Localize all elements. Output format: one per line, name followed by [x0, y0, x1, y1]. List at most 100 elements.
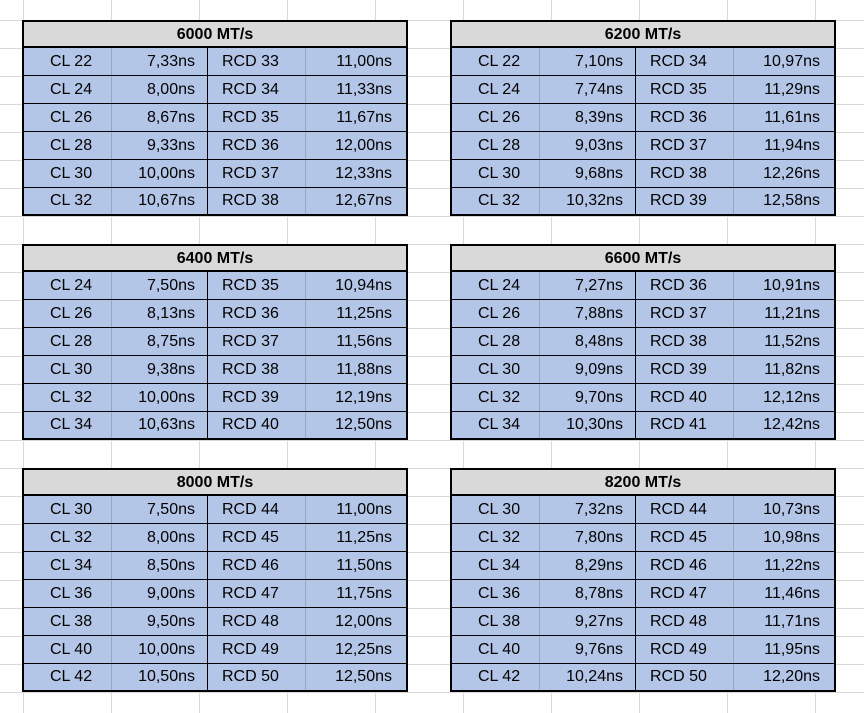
table-title[interactable]: 6200 MT/s — [452, 22, 834, 48]
rcd-ns-cell[interactable]: 11,71ns — [764, 613, 820, 630]
cl-ns-cell[interactable]: 10,30ns — [540, 412, 636, 438]
cl-cell[interactable]: CL 28 — [452, 132, 540, 159]
cl-ns-cell[interactable]: 7,74ns — [540, 76, 636, 103]
cl-cell[interactable]: CL 32 — [24, 384, 112, 411]
rcd-ns-cell[interactable]: 11,82ns — [764, 361, 820, 378]
rcd-cell[interactable]: RCD 35 — [208, 272, 306, 299]
rcd-cell[interactable]: RCD 49 — [636, 636, 734, 663]
table-title[interactable]: 8000 MT/s — [24, 470, 406, 496]
rcd-cell[interactable]: RCD 37 — [636, 300, 734, 327]
rcd-cell[interactable]: RCD 47 — [636, 580, 734, 607]
rcd-cell[interactable]: RCD 37 — [636, 132, 734, 159]
rcd-cell[interactable]: RCD 36 — [636, 272, 734, 299]
rcd-ns-cell[interactable]: 12,00ns — [335, 137, 392, 154]
cl-cell[interactable]: CL 30 — [24, 496, 112, 523]
cl-cell[interactable]: CL 28 — [452, 328, 540, 355]
cl-cell[interactable]: CL 38 — [452, 608, 540, 635]
rcd-ns-cell[interactable]: 12,20ns — [763, 668, 820, 685]
cl-cell[interactable]: CL 32 — [452, 188, 540, 214]
cl-ns-cell[interactable]: 8,00ns — [112, 524, 208, 551]
rcd-ns-cell[interactable]: 12,00ns — [335, 613, 392, 630]
rcd-ns-cell[interactable]: 11,46ns — [764, 585, 820, 602]
rcd-cell[interactable]: RCD 47 — [208, 580, 306, 607]
rcd-cell[interactable]: RCD 49 — [208, 636, 306, 663]
rcd-ns-cell[interactable]: 12,26ns — [763, 165, 820, 182]
rcd-cell[interactable]: RCD 36 — [208, 132, 306, 159]
cl-cell[interactable]: CL 40 — [452, 636, 540, 663]
rcd-ns-cell[interactable]: 10,98ns — [763, 529, 820, 546]
cl-cell[interactable]: CL 26 — [452, 104, 540, 131]
rcd-cell[interactable]: RCD 40 — [636, 384, 734, 411]
rcd-ns-cell[interactable]: 11,21ns — [764, 305, 820, 322]
table-title[interactable]: 6000 MT/s — [24, 22, 406, 48]
table-title[interactable]: 6600 MT/s — [452, 246, 834, 272]
cl-cell[interactable]: CL 36 — [452, 580, 540, 607]
cl-ns-cell[interactable]: 8,29ns — [540, 552, 636, 579]
rcd-ns-cell[interactable]: 11,50ns — [336, 557, 392, 574]
rcd-ns-cell[interactable]: 11,52ns — [764, 333, 820, 350]
rcd-cell[interactable]: RCD 33 — [208, 48, 306, 75]
cl-ns-cell[interactable]: 7,33ns — [112, 48, 208, 75]
cl-ns-cell[interactable]: 9,50ns — [112, 608, 208, 635]
rcd-ns-cell[interactable]: 12,67ns — [335, 192, 392, 209]
cl-ns-cell[interactable]: 8,50ns — [112, 552, 208, 579]
rcd-ns-cell[interactable]: 11,29ns — [764, 81, 820, 98]
rcd-cell[interactable]: RCD 44 — [636, 496, 734, 523]
cl-ns-cell[interactable]: 8,39ns — [540, 104, 636, 131]
rcd-ns-cell[interactable]: 12,50ns — [335, 668, 392, 685]
cl-ns-cell[interactable]: 10,00ns — [112, 636, 208, 663]
cl-ns-cell[interactable]: 9,70ns — [540, 384, 636, 411]
rcd-cell[interactable]: RCD 50 — [208, 664, 306, 690]
rcd-ns-cell[interactable]: 11,22ns — [764, 557, 820, 574]
cl-ns-cell[interactable]: 8,48ns — [540, 328, 636, 355]
rcd-ns-cell[interactable]: 12,58ns — [763, 192, 820, 209]
rcd-ns-cell[interactable]: 12,50ns — [335, 416, 392, 433]
rcd-cell[interactable]: RCD 35 — [636, 76, 734, 103]
cl-cell[interactable]: CL 36 — [24, 580, 112, 607]
rcd-cell[interactable]: RCD 45 — [208, 524, 306, 551]
rcd-ns-cell[interactable]: 11,00ns — [336, 53, 392, 70]
cl-cell[interactable]: CL 26 — [452, 300, 540, 327]
rcd-ns-cell[interactable]: 11,61ns — [764, 109, 820, 126]
rcd-cell[interactable]: RCD 37 — [208, 328, 306, 355]
rcd-cell[interactable]: RCD 37 — [208, 160, 306, 187]
rcd-cell[interactable]: RCD 38 — [636, 328, 734, 355]
rcd-cell[interactable]: RCD 38 — [636, 160, 734, 187]
cl-ns-cell[interactable]: 9,00ns — [112, 580, 208, 607]
rcd-ns-cell[interactable]: 12,12ns — [763, 389, 820, 406]
rcd-cell[interactable]: RCD 36 — [636, 104, 734, 131]
rcd-cell[interactable]: RCD 38 — [208, 188, 306, 214]
rcd-cell[interactable]: RCD 46 — [636, 552, 734, 579]
cl-ns-cell[interactable]: 9,09ns — [540, 356, 636, 383]
rcd-ns-cell[interactable]: 11,00ns — [336, 501, 392, 518]
cl-cell[interactable]: CL 42 — [24, 664, 112, 690]
cl-cell[interactable]: CL 26 — [24, 104, 112, 131]
rcd-ns-cell[interactable]: 10,97ns — [763, 53, 820, 70]
cl-ns-cell[interactable]: 9,33ns — [112, 132, 208, 159]
rcd-cell[interactable]: RCD 45 — [636, 524, 734, 551]
cl-cell[interactable]: CL 34 — [452, 552, 540, 579]
cl-ns-cell[interactable]: 9,27ns — [540, 608, 636, 635]
table-title[interactable]: 8200 MT/s — [452, 470, 834, 496]
cl-ns-cell[interactable]: 10,32ns — [540, 188, 636, 214]
rcd-cell[interactable]: RCD 39 — [636, 356, 734, 383]
cl-cell[interactable]: CL 32 — [24, 524, 112, 551]
cl-cell[interactable]: CL 42 — [452, 664, 540, 690]
cl-cell[interactable]: CL 30 — [452, 496, 540, 523]
cl-ns-cell[interactable]: 10,63ns — [112, 412, 208, 438]
rcd-ns-cell[interactable]: 11,75ns — [336, 585, 392, 602]
cl-ns-cell[interactable]: 7,50ns — [112, 496, 208, 523]
cl-ns-cell[interactable]: 8,78ns — [540, 580, 636, 607]
cl-ns-cell[interactable]: 9,68ns — [540, 160, 636, 187]
rcd-cell[interactable]: RCD 46 — [208, 552, 306, 579]
cl-cell[interactable]: CL 34 — [452, 412, 540, 438]
rcd-cell[interactable]: RCD 38 — [208, 356, 306, 383]
cl-cell[interactable]: CL 34 — [24, 412, 112, 438]
cl-ns-cell[interactable]: 7,80ns — [540, 524, 636, 551]
cl-ns-cell[interactable]: 9,03ns — [540, 132, 636, 159]
rcd-ns-cell[interactable]: 12,25ns — [335, 641, 392, 658]
cl-cell[interactable]: CL 28 — [24, 132, 112, 159]
rcd-cell[interactable]: RCD 48 — [208, 608, 306, 635]
rcd-ns-cell[interactable]: 10,94ns — [335, 277, 392, 294]
cl-cell[interactable]: CL 32 — [452, 384, 540, 411]
